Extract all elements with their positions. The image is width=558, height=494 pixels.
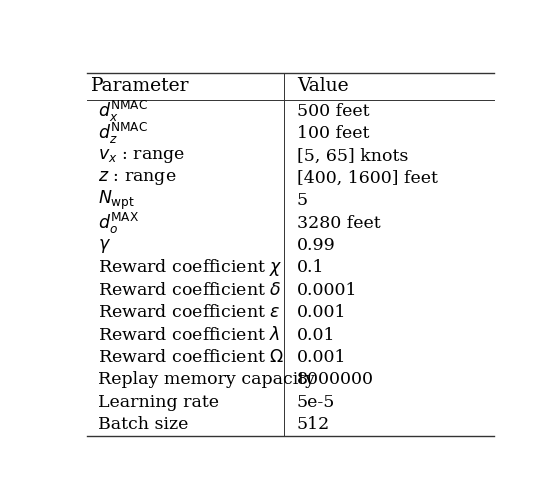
Text: $\gamma$: $\gamma$ bbox=[98, 237, 111, 254]
Text: $d_x^{\mathrm{NMAC}}$: $d_x^{\mathrm{NMAC}}$ bbox=[98, 99, 148, 124]
Text: 8000000: 8000000 bbox=[297, 371, 374, 388]
Text: 0.001: 0.001 bbox=[297, 304, 347, 321]
Text: $N_{\mathrm{wpt}}$: $N_{\mathrm{wpt}}$ bbox=[98, 189, 135, 212]
Text: [5, 65] knots: [5, 65] knots bbox=[297, 148, 408, 165]
Text: 500 feet: 500 feet bbox=[297, 103, 369, 120]
Text: 0.01: 0.01 bbox=[297, 327, 335, 344]
Text: Reward coefficient $\Omega$: Reward coefficient $\Omega$ bbox=[98, 349, 284, 366]
Text: Reward coefficient $\delta$: Reward coefficient $\delta$ bbox=[98, 282, 281, 299]
Text: 5: 5 bbox=[297, 192, 308, 209]
Text: 0.001: 0.001 bbox=[297, 349, 347, 366]
Text: 512: 512 bbox=[297, 416, 330, 433]
Text: Reward coefficient $\chi$: Reward coefficient $\chi$ bbox=[98, 257, 282, 279]
Text: Reward coefficient $\lambda$: Reward coefficient $\lambda$ bbox=[98, 326, 280, 344]
Text: $d_z^{\mathrm{NMAC}}$: $d_z^{\mathrm{NMAC}}$ bbox=[98, 121, 148, 146]
Text: 0.1: 0.1 bbox=[297, 259, 324, 277]
Text: $v_x$ : range: $v_x$ : range bbox=[98, 147, 185, 165]
Text: 0.0001: 0.0001 bbox=[297, 282, 357, 299]
Text: Value: Value bbox=[297, 77, 348, 95]
Text: 100 feet: 100 feet bbox=[297, 125, 369, 142]
Text: Reward coefficient $\epsilon$: Reward coefficient $\epsilon$ bbox=[98, 304, 280, 321]
Text: Batch size: Batch size bbox=[98, 416, 188, 433]
Text: 5e-5: 5e-5 bbox=[297, 394, 335, 411]
Text: Learning rate: Learning rate bbox=[98, 394, 219, 411]
Text: Parameter: Parameter bbox=[92, 77, 190, 95]
Text: $d_o^{\mathrm{MAX}}$: $d_o^{\mathrm{MAX}}$ bbox=[98, 210, 139, 236]
Text: 3280 feet: 3280 feet bbox=[297, 214, 381, 232]
Text: Replay memory capacity: Replay memory capacity bbox=[98, 371, 315, 388]
Text: [400, 1600] feet: [400, 1600] feet bbox=[297, 170, 437, 187]
Text: $z$ : range: $z$ : range bbox=[98, 169, 176, 187]
Text: 0.99: 0.99 bbox=[297, 237, 335, 254]
